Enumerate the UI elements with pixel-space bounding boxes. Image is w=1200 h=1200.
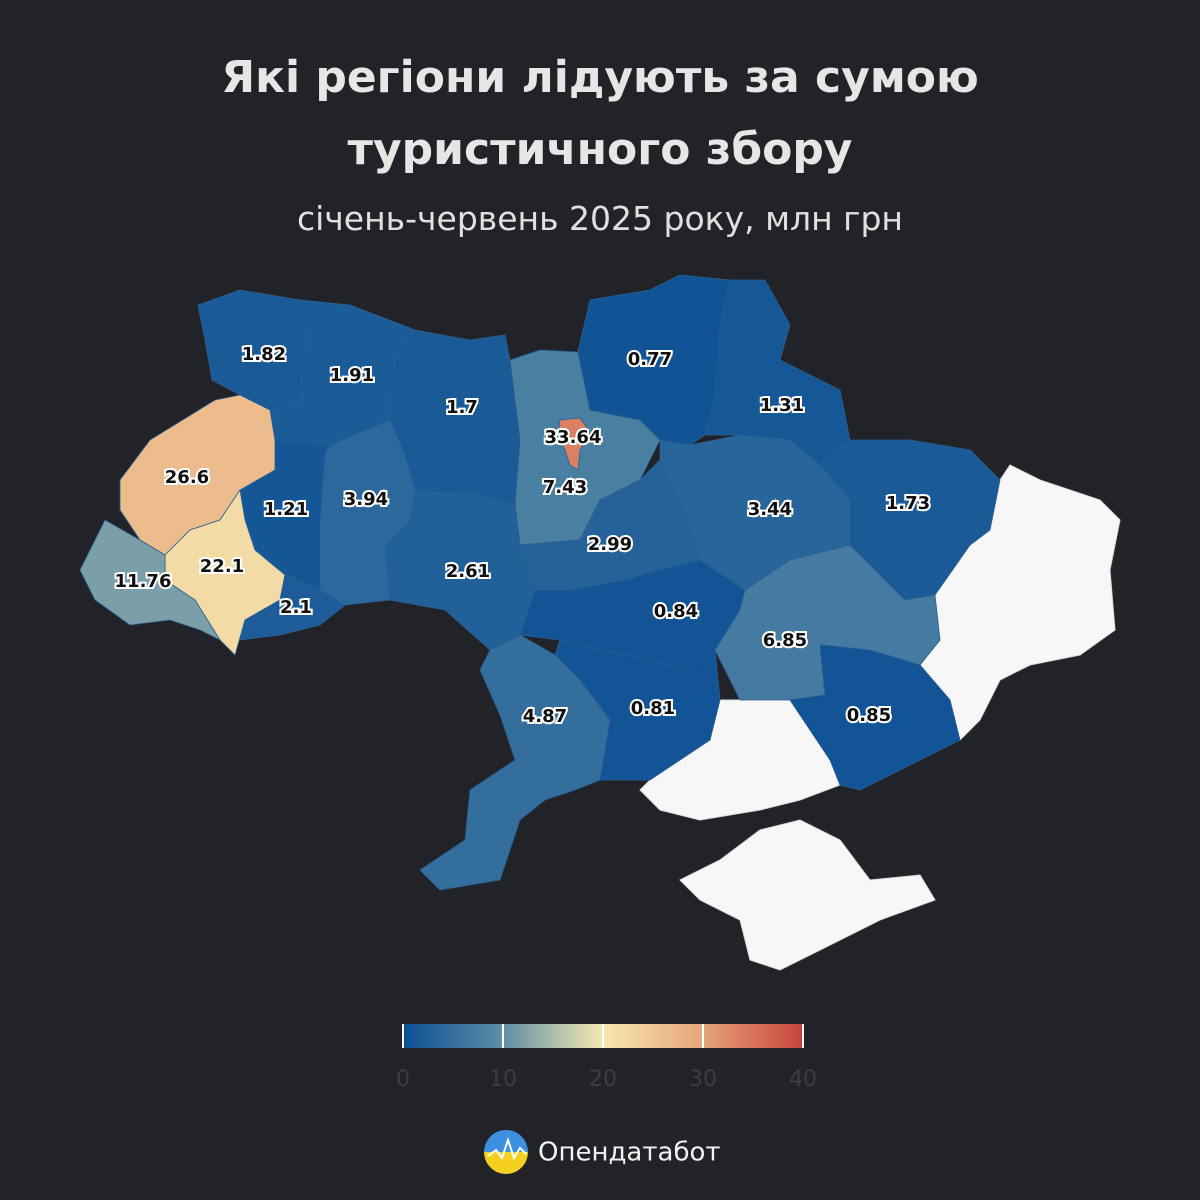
region: [789, 644, 961, 791]
color-tick-label: 30: [689, 1067, 717, 1092]
brand-logo: [484, 1130, 528, 1174]
color-tick-label: 10: [489, 1067, 517, 1092]
region: [79, 519, 222, 641]
region-value-label: 4.87: [523, 706, 567, 727]
region-value-label: 6.85: [763, 630, 807, 651]
region-value-label: 1.7: [446, 397, 478, 418]
region-value-label: 0.85: [847, 705, 891, 726]
region-value-label: 2.1: [280, 597, 312, 618]
region-value-label: 1.91: [330, 365, 374, 386]
region-value-label: 0.77: [628, 349, 672, 370]
occupied-area: [679, 819, 936, 971]
title-line: туристичного збору: [348, 124, 853, 175]
region: [419, 634, 611, 891]
region-value-label: 3.94: [344, 489, 388, 510]
region-value-label: 26.6: [165, 467, 209, 488]
region-value-label: 0.81: [631, 698, 675, 719]
subtitle: січень-червень 2025 року, млн грн: [297, 199, 903, 238]
title-line: Які регіони лідують за сумою: [221, 52, 979, 103]
region-value-label: 11.76: [115, 571, 172, 592]
region-value-label: 1.82: [242, 344, 286, 365]
region: [557, 417, 591, 471]
region-value-label: 2.61: [446, 561, 490, 582]
color-tick-label: 40: [789, 1067, 817, 1092]
region: [239, 574, 346, 641]
region-value-label: 22.1: [200, 556, 244, 577]
region-value-label: 33.64: [545, 427, 602, 448]
region-value-label: 7.43: [543, 477, 587, 498]
region-value-label: 1.21: [264, 499, 308, 520]
region-value-label: 0.84: [654, 601, 698, 622]
region-value-label: 1.31: [760, 395, 804, 416]
region-value-label: 3.44: [748, 499, 792, 520]
region-value-label: 1.73: [886, 493, 930, 514]
brand-name: Опендатабот: [538, 1138, 721, 1168]
color-tick-label: 0: [396, 1067, 410, 1092]
color-tick-label: 20: [589, 1067, 617, 1092]
region-value-label: 2.99: [588, 534, 632, 555]
